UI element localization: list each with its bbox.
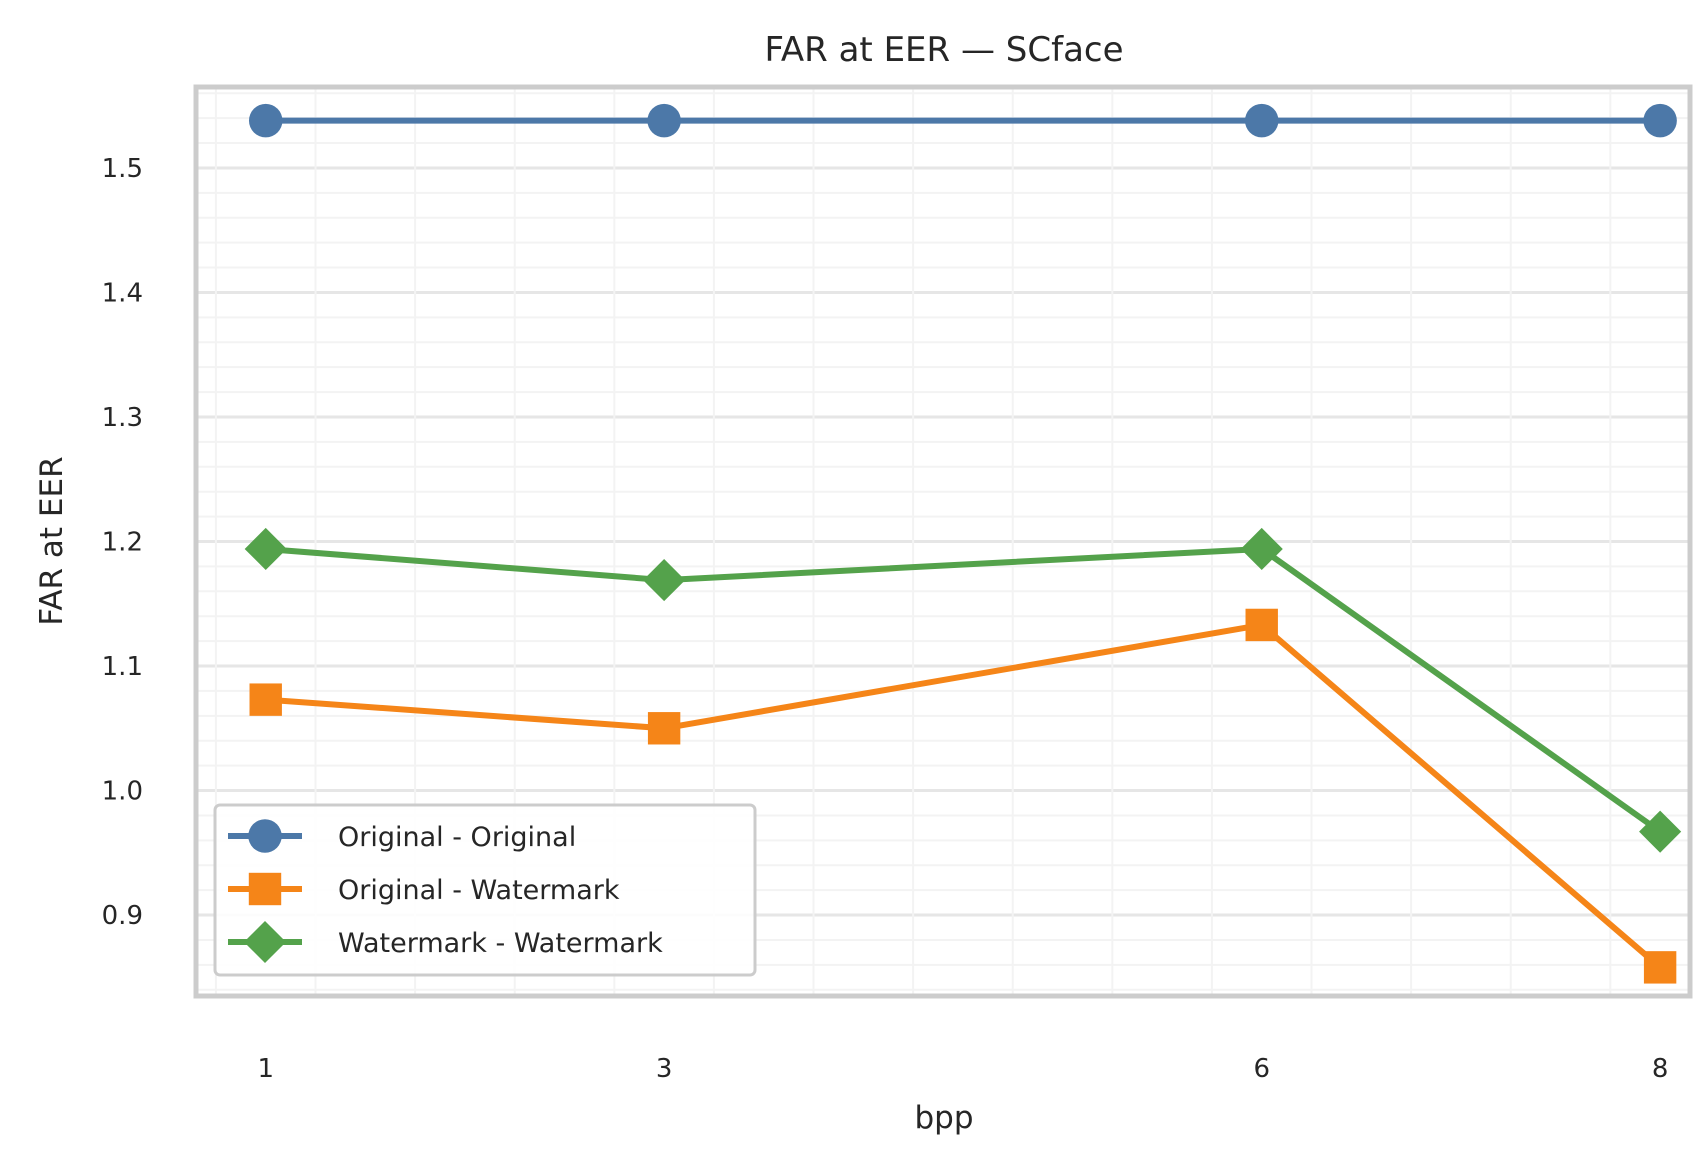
data-point xyxy=(1245,608,1278,642)
y-tick-label: 1.1 xyxy=(102,652,143,682)
legend-item: Original - Watermark xyxy=(228,872,620,906)
x-tick-label: 8 xyxy=(1652,1054,1669,1084)
legend: Original - Original Original - Watermark W… xyxy=(213,803,757,977)
y-tick-label: 1.4 xyxy=(102,278,143,308)
legend-marker xyxy=(243,920,287,964)
x-tick-label: 3 xyxy=(656,1054,673,1084)
series-layer xyxy=(244,103,1682,984)
legend-label: Original - Original xyxy=(338,822,576,853)
legend-marker xyxy=(248,872,282,906)
legend-label: Original - Watermark xyxy=(338,875,620,906)
data-point xyxy=(1244,103,1279,138)
plot-frame xyxy=(193,84,1693,999)
data-point xyxy=(244,527,287,571)
series-line xyxy=(262,545,1664,835)
series-2 xyxy=(249,608,1677,984)
series-line xyxy=(262,621,1664,971)
y-tick-label: 1.2 xyxy=(102,528,143,558)
y-tick-label: 1.0 xyxy=(102,777,143,807)
y-tick-label: 0.9 xyxy=(102,901,143,931)
data-point xyxy=(1643,103,1677,138)
y-tick-label: 1.3 xyxy=(102,403,143,433)
y-tick-label: 1.5 xyxy=(102,154,143,184)
series-3 xyxy=(244,527,1682,853)
data-point xyxy=(1240,527,1283,571)
data-point xyxy=(643,559,686,602)
data-point xyxy=(647,103,681,138)
x-tick-label: 1 xyxy=(257,1054,274,1084)
x-axis-ticks: 1 3 6 8 xyxy=(257,1054,1668,1084)
data-point xyxy=(249,683,282,716)
data-point xyxy=(248,103,283,138)
data-point xyxy=(1643,951,1677,984)
legend-item: Watermark - Watermark xyxy=(228,920,663,964)
y-axis-label: FAR at EER xyxy=(34,456,70,625)
legend-item: Original - Original xyxy=(228,819,576,853)
x-tick-label: 6 xyxy=(1253,1054,1270,1084)
legend-label: Watermark - Watermark xyxy=(338,928,663,959)
data-point xyxy=(647,712,681,745)
legend-box xyxy=(213,803,757,977)
y-axis-ticks: 0.9 1.0 1.1 1.2 1.3 1.4 1.5 xyxy=(102,154,143,931)
series-1 xyxy=(248,103,1677,138)
chart-title: FAR at EER — SCface xyxy=(764,30,1123,70)
legend-marker xyxy=(248,819,282,853)
x-axis-label: bpp xyxy=(914,1100,973,1136)
data-point xyxy=(1639,810,1682,853)
